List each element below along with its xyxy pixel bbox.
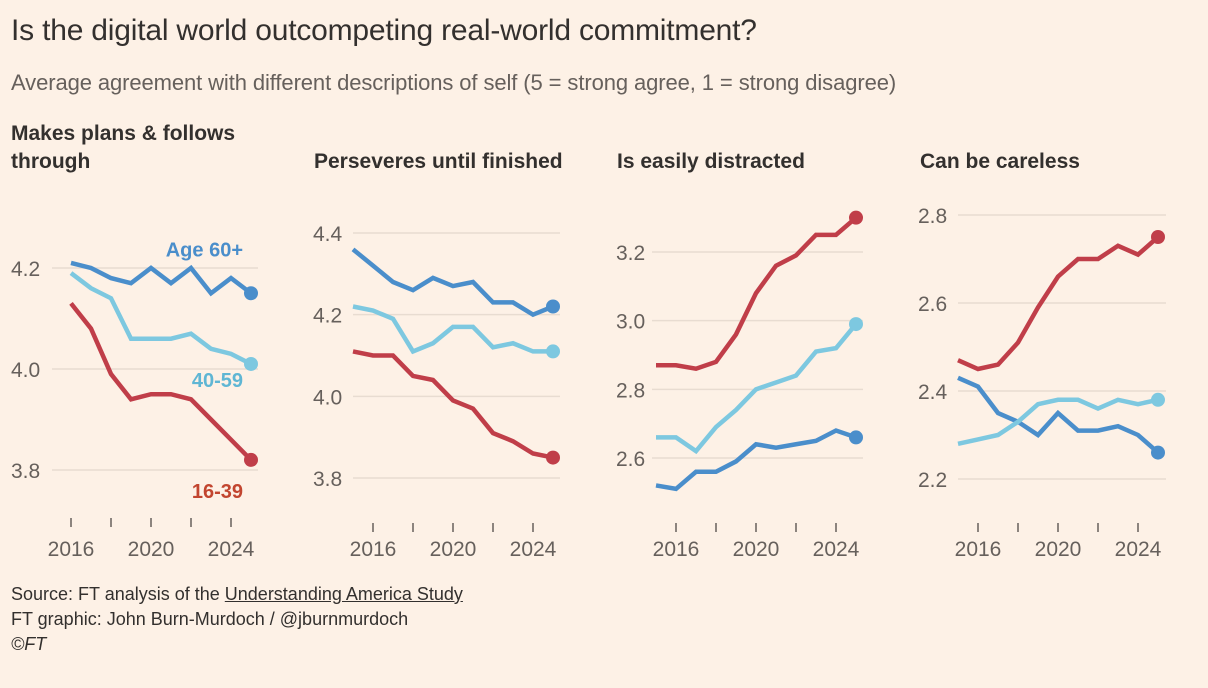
- series-label-age_16_39: 16-39: [192, 481, 243, 503]
- series-end-dot-age_40_59: [1151, 392, 1165, 407]
- x-tick-label: 2020: [1035, 538, 1082, 561]
- series-label-age_40_59: 40-59: [192, 370, 243, 392]
- series-line-age_40_59: [656, 322, 858, 455]
- series-line-age_16_39: [69, 301, 253, 462]
- copyright: ©FT: [11, 634, 47, 654]
- panel-title-line: through: [11, 150, 91, 173]
- x-tick-label: 2024: [208, 538, 255, 561]
- x-tick-label: 2020: [733, 538, 780, 561]
- series-end-dot-age_16_39: [244, 452, 258, 467]
- y-tick-label: 4.0: [313, 386, 342, 409]
- y-tick-label: 4.4: [313, 223, 343, 246]
- panel-3: 2.2 2.4 2.6 2.8 2016 2020 2024: [918, 205, 1166, 561]
- y-tick-label: 4.0: [11, 359, 40, 382]
- panel-2: 2.6 2.8 3.0 3.2 2016 2020 2024: [616, 210, 863, 561]
- series-end-dot-age_60_plus: [546, 299, 560, 314]
- x-tick-label: 2024: [510, 538, 557, 561]
- x-tick-label: 2020: [430, 538, 477, 561]
- panel-title-line: Makes plans & follows: [11, 122, 236, 145]
- series-line-age_16_39: [957, 235, 1160, 372]
- panel-title-careless: Can be careless: [920, 150, 1080, 173]
- series-end-dot-age_40_59: [849, 317, 863, 332]
- panel-title-makes-plans: Makes plans & follows through: [11, 120, 235, 176]
- x-tick-label: 2020: [128, 538, 175, 561]
- series-line-age_16_39: [656, 215, 858, 372]
- y-tick-label: 2.4: [918, 381, 948, 404]
- series-line-age_60_plus: [655, 428, 857, 492]
- y-tick-label: 3.0: [616, 311, 645, 334]
- series-line-age_40_59: [352, 304, 553, 355]
- y-tick-label: 2.8: [616, 379, 645, 402]
- chart-title: Is the digital world outcompeting real-w…: [11, 14, 757, 47]
- y-tick-label: 2.6: [616, 448, 645, 471]
- x-tick-label: 2016: [653, 538, 700, 561]
- y-tick-label: 4.2: [11, 258, 40, 281]
- series-line-age_40_59: [957, 397, 1159, 446]
- credit-line: FT graphic: John Burn-Murdoch / @jburnmu…: [11, 609, 409, 629]
- y-tick-label: 4.2: [313, 305, 342, 328]
- x-tick-label: 2016: [955, 538, 1002, 561]
- source-prefix: Source: FT analysis of the: [11, 584, 225, 604]
- panel-title-distracted: Is easily distracted: [617, 150, 805, 173]
- x-tick-label: 2024: [813, 538, 860, 561]
- series-end-dot-age_60_plus: [849, 430, 863, 445]
- x-tick-label: 2016: [48, 538, 95, 561]
- series-end-dot-age_60_plus: [244, 286, 258, 301]
- series-end-dot-age_40_59: [546, 344, 560, 359]
- y-tick-label: 3.8: [313, 468, 342, 491]
- chart-subtitle: Average agreement with different descrip…: [11, 70, 897, 95]
- series-end-dot-age_16_39: [546, 450, 560, 465]
- y-tick-label: 2.2: [918, 469, 947, 492]
- series-label-age_60_plus: Age 60+: [166, 239, 243, 261]
- series-end-dot-age_40_59: [244, 356, 258, 371]
- series-end-dot-age_60_plus: [1151, 445, 1165, 460]
- y-tick-label: 2.8: [918, 205, 947, 228]
- panel-1: 3.8 4.0 4.2 4.4 2016 2020 2024: [313, 223, 560, 561]
- x-tick-label: 2016: [350, 538, 397, 561]
- source-line: Source: FT analysis of the Understanding…: [11, 582, 463, 607]
- series-line-age_60_plus: [957, 375, 1160, 455]
- series-end-dot-age_16_39: [1151, 230, 1165, 244]
- panel-title-perseveres: Perseveres until finished: [314, 150, 563, 173]
- series-line-age_40_59: [69, 271, 253, 366]
- y-tick-label: 3.2: [616, 242, 645, 265]
- source-link[interactable]: Understanding America Study: [224, 584, 463, 604]
- series-end-dot-age_16_39: [849, 210, 863, 225]
- panel-0: 3.8 4.0 4.2 2016 2020 2024 Age 60+ 40-59 16-39: [11, 239, 258, 561]
- x-tick-label: 2024: [1115, 538, 1162, 561]
- series-line-age_60_plus: [70, 260, 253, 297]
- footer: Source: FT analysis of the Understanding…: [11, 582, 463, 657]
- y-tick-label: 3.8: [11, 460, 40, 483]
- y-tick-label: 2.6: [918, 293, 947, 316]
- series-line-age_60_plus: [351, 247, 554, 318]
- series-line-age_16_39: [352, 349, 554, 460]
